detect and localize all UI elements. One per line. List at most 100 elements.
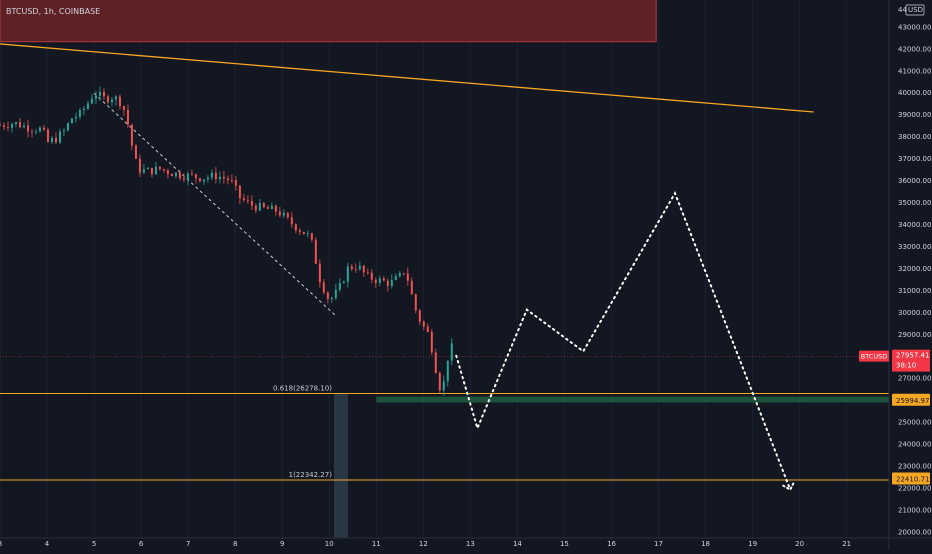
- time-axis-tick-label: 16: [607, 540, 616, 548]
- candle-body: [346, 266, 349, 282]
- candle-body: [274, 205, 277, 212]
- symbol-tag-label: BTCUSD: [861, 353, 887, 361]
- candle-body: [54, 137, 57, 143]
- time-axis-tick-label: 11: [372, 540, 381, 548]
- candle-body: [38, 127, 41, 132]
- candle-body: [254, 205, 257, 211]
- candle-body: [42, 127, 45, 130]
- candle-body: [202, 179, 205, 182]
- candle-body: [258, 202, 261, 211]
- candle-body: [2, 125, 5, 127]
- diagonal-guide-line[interactable]: [93, 92, 337, 317]
- time-axis-tick-label: 15: [560, 540, 569, 548]
- price-axis-tick-label: 21000.00: [898, 506, 931, 514]
- candle-body: [362, 265, 365, 273]
- candle-body: [182, 177, 185, 180]
- candle-body: [170, 174, 173, 177]
- candle-body: [342, 281, 345, 284]
- descending-trendline[interactable]: [0, 43, 814, 113]
- candle-body: [290, 217, 293, 225]
- candle-body: [338, 283, 341, 290]
- fib-range-bar[interactable]: [333, 393, 349, 538]
- candle-body: [414, 294, 417, 311]
- time-axis-tick-label: 12: [419, 540, 428, 548]
- current-price-tag[interactable]: [892, 349, 930, 372]
- candle-body: [394, 276, 397, 280]
- candle-body: [102, 92, 105, 97]
- symbol-tag[interactable]: [859, 350, 889, 362]
- candle-body: [314, 239, 317, 264]
- candle-body: [382, 278, 385, 281]
- level-price-tag[interactable]: [892, 472, 930, 485]
- candle-body: [106, 96, 109, 103]
- candle-body: [126, 109, 129, 125]
- candle-body: [270, 205, 273, 210]
- symbol-info: BTCUSD, 1h, COINBASE: [6, 7, 100, 16]
- fib-level-label: 1(22342.27): [289, 471, 333, 479]
- candle-body: [410, 280, 413, 295]
- time-axis-tick-label: 5: [92, 540, 96, 548]
- candle-body: [446, 360, 449, 382]
- candle-body: [366, 272, 369, 274]
- candle-body: [110, 99, 113, 103]
- candle-body: [58, 131, 61, 143]
- candle-body: [90, 98, 93, 104]
- time-axis-tick-label: 13: [466, 540, 475, 548]
- candle-body: [162, 169, 165, 171]
- time-axis-tick-label: 3: [0, 540, 2, 548]
- candle-body: [294, 224, 297, 231]
- candle-body: [226, 178, 229, 181]
- projection-path[interactable]: [455, 190, 792, 491]
- candle-body: [426, 326, 429, 332]
- candle-body: [86, 103, 89, 109]
- time-axis-tick-label: 7: [186, 540, 190, 548]
- price-axis-tick-label: 32000.00: [898, 265, 931, 273]
- price-axis-tick-label: 29000.00: [898, 331, 931, 339]
- candle-body: [354, 269, 357, 270]
- candle-body: [134, 145, 137, 159]
- candle-body: [418, 310, 421, 322]
- candle-body: [358, 265, 361, 270]
- countdown-label: 38:10: [896, 362, 916, 370]
- candle-body: [230, 180, 233, 181]
- candle-body: [434, 352, 437, 374]
- price-axis-tick-label: 43000.00: [898, 23, 931, 31]
- fib-level-label: 0.618(26278.10): [273, 385, 332, 393]
- price-axis-tick-label: 33000.00: [898, 243, 931, 251]
- time-axis-tick-label: 18: [701, 540, 710, 548]
- level-price-tag[interactable]: [892, 393, 930, 406]
- price-axis-tick-label: 42000.00: [898, 45, 931, 53]
- time-axis-tick-label: 8: [233, 540, 237, 548]
- candle-body: [262, 202, 265, 208]
- candle-body: [154, 166, 157, 175]
- candle-body: [422, 321, 425, 327]
- support-zone[interactable]: [376, 396, 890, 403]
- candle-body: [186, 173, 189, 180]
- candle-body: [214, 172, 217, 180]
- candle-body: [334, 289, 337, 298]
- price-axis-tick-label: 22000.00: [898, 484, 931, 492]
- price-axis-tick-label: 27000.00: [898, 375, 931, 383]
- candle-body: [210, 172, 213, 178]
- candle-body: [18, 122, 21, 128]
- candle-body: [62, 130, 65, 132]
- candle-body: [94, 95, 97, 99]
- candle-body: [118, 96, 121, 107]
- candle-body: [302, 231, 305, 235]
- resistance-zone[interactable]: [0, 0, 657, 43]
- currency-unit-box[interactable]: [905, 4, 925, 16]
- level-price-label: 22410.71: [896, 475, 929, 483]
- candle-body: [310, 233, 313, 240]
- candle-body: [278, 211, 281, 216]
- candle-body: [390, 279, 393, 286]
- candle-body: [150, 167, 153, 175]
- candle-body: [298, 230, 301, 232]
- candle-body: [438, 373, 441, 391]
- candle-body: [6, 126, 9, 128]
- candle-body: [402, 273, 405, 274]
- price-axis-tick-label: 30000.00: [898, 309, 931, 317]
- candle-body: [246, 199, 249, 201]
